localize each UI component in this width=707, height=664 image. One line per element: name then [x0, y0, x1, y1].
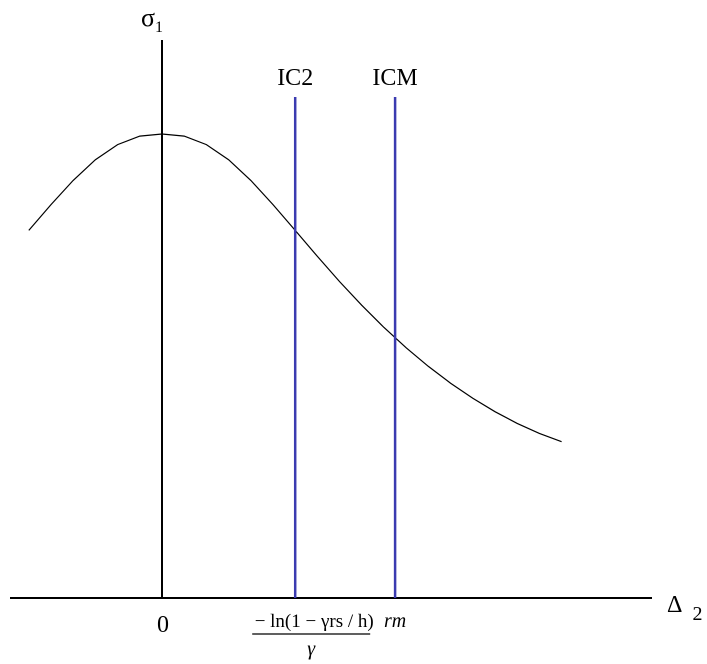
ic2-tick-denominator: γ: [307, 638, 316, 660]
y-axis-label: σ1: [141, 3, 163, 36]
x-tick-zero: 0: [157, 612, 169, 638]
ic2-tick-numerator: − ln(1 − γrs / h): [255, 611, 374, 632]
ic2-label: IC2: [277, 65, 313, 91]
icm-label: ICM: [372, 65, 417, 91]
icm-tick-label: rm: [384, 610, 406, 632]
